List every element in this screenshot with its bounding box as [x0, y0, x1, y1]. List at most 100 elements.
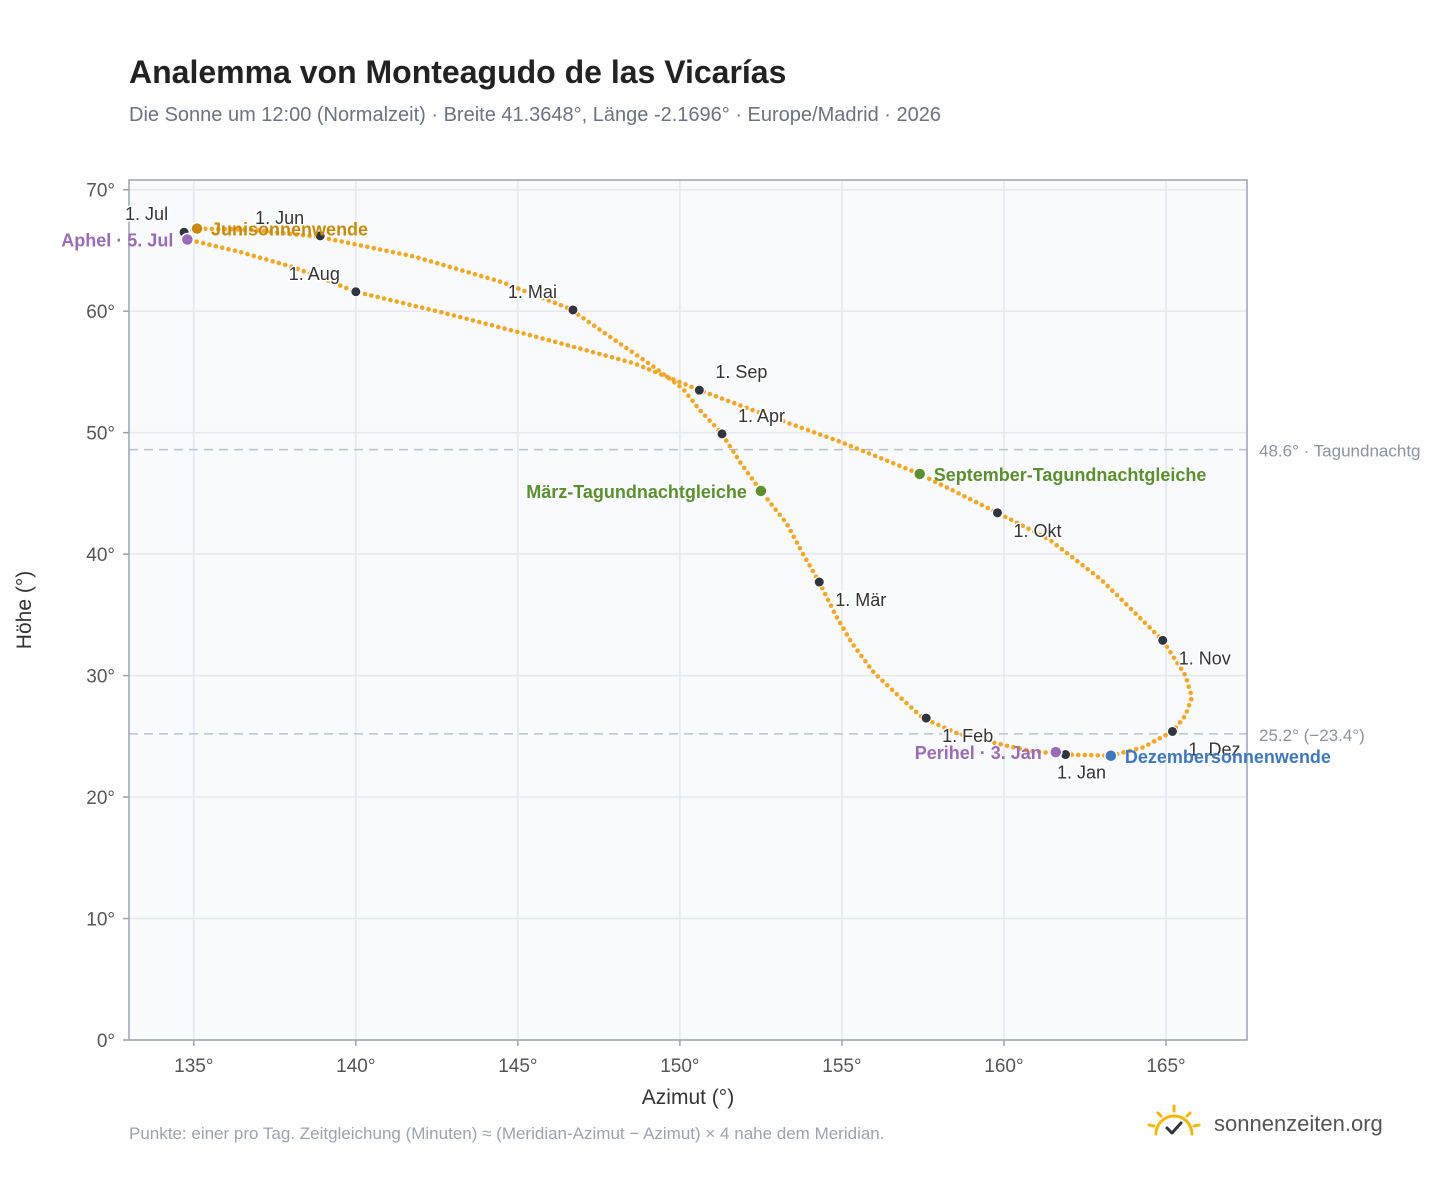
- day-point: [466, 270, 472, 275]
- day-point: [1168, 650, 1173, 655]
- day-point: [1182, 672, 1187, 677]
- day-point: [903, 465, 908, 471]
- day-point: [1011, 744, 1016, 750]
- day-point: [634, 353, 640, 358]
- day-point: [804, 557, 809, 562]
- day-point: [1017, 746, 1023, 751]
- day-point: [985, 505, 991, 511]
- day-point: [390, 249, 396, 255]
- event-label: Perihel · 3. Jan: [915, 743, 1042, 763]
- day-point: [1110, 588, 1115, 593]
- day-point: [1186, 684, 1191, 689]
- day-point: [608, 334, 613, 340]
- day-point: [558, 303, 564, 308]
- day-point: [777, 512, 783, 518]
- day-point: [966, 734, 972, 739]
- day-point: [1069, 554, 1075, 560]
- day-point: [725, 398, 731, 404]
- day-point: [496, 324, 501, 330]
- day-point: [508, 327, 514, 333]
- day-point: [478, 273, 484, 279]
- day-point: [1080, 562, 1085, 568]
- y-tick-label: 0°: [97, 1031, 115, 1052]
- day-point: [571, 344, 577, 350]
- day-point: [818, 432, 823, 437]
- month-label: 1. Jun: [255, 208, 304, 228]
- day-point: [255, 228, 260, 233]
- day-point: [800, 551, 806, 557]
- day-point: [307, 233, 312, 239]
- day-point: [753, 481, 758, 487]
- day-point: [640, 364, 646, 370]
- day-point: [830, 436, 835, 442]
- day-point: [702, 413, 708, 419]
- day-point: [333, 237, 338, 243]
- day-point: [287, 231, 293, 237]
- day-point: [1171, 655, 1177, 661]
- day-point: [222, 226, 228, 232]
- month-point: [920, 712, 932, 724]
- day-point: [690, 398, 695, 404]
- day-point: [453, 266, 459, 272]
- sun-check-icon: [1146, 1104, 1202, 1145]
- day-point: [1075, 558, 1080, 564]
- day-point: [1140, 745, 1145, 750]
- day-point: [769, 502, 774, 507]
- day-point: [307, 271, 313, 276]
- day-point: [942, 725, 947, 730]
- day-point: [257, 255, 263, 260]
- day-point: [1030, 748, 1035, 754]
- day-point: [909, 705, 914, 710]
- day-point: [326, 236, 332, 242]
- day-point: [428, 259, 434, 264]
- day-point: [419, 305, 425, 311]
- day-point: [1124, 602, 1129, 607]
- day-point: [956, 491, 961, 496]
- day-point: [825, 597, 831, 603]
- day-point: [750, 407, 755, 413]
- day-point: [439, 310, 444, 315]
- month-label: 1. Jan: [1057, 763, 1106, 783]
- day-point: [698, 408, 703, 414]
- day-point: [707, 391, 713, 397]
- day-point: [435, 261, 440, 266]
- day-point: [683, 382, 688, 387]
- month-point: [350, 286, 362, 298]
- day-point: [1186, 703, 1192, 708]
- month-label: 1. Mär: [835, 590, 886, 610]
- day-point: [1014, 520, 1020, 526]
- day-point: [1184, 678, 1190, 683]
- day-point: [848, 443, 854, 449]
- day-point: [1184, 709, 1190, 714]
- day-point: [745, 470, 751, 476]
- day-point: [872, 453, 878, 459]
- day-point: [913, 709, 919, 715]
- month-point: [1157, 634, 1169, 646]
- day-point: [979, 737, 984, 742]
- day-point: [781, 419, 786, 424]
- day-point: [719, 396, 725, 401]
- day-point: [677, 383, 682, 389]
- plot-area: [129, 180, 1247, 1040]
- day-point: [613, 338, 618, 344]
- day-point: [724, 438, 729, 443]
- brand: sonnenzeiten.org: [1146, 1104, 1383, 1144]
- day-point: [799, 425, 805, 431]
- day-point: [854, 446, 860, 451]
- day-point: [597, 327, 602, 332]
- y-tick-label: 30°: [86, 667, 115, 688]
- event-label: Dezembersonnenwende: [1125, 747, 1331, 767]
- day-point: [371, 245, 377, 251]
- day-point: [540, 295, 545, 301]
- day-point: [590, 349, 596, 355]
- day-point: [1133, 611, 1138, 616]
- day-point: [339, 239, 345, 244]
- day-point: [866, 451, 872, 456]
- day-point: [1032, 529, 1037, 535]
- day-point: [521, 331, 526, 336]
- day-point: [640, 356, 645, 362]
- y-tick-label: 20°: [86, 788, 115, 809]
- day-point: [1023, 747, 1029, 753]
- day-point: [216, 226, 221, 232]
- day-point: [734, 454, 740, 460]
